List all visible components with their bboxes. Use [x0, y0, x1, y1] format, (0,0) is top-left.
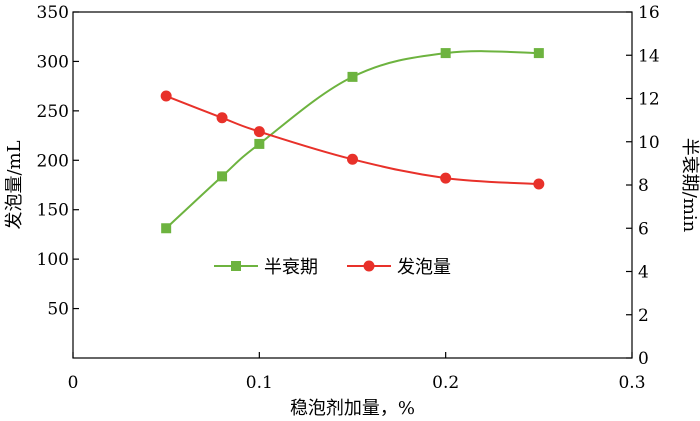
y-right-tick-label-2: 4 [638, 263, 649, 283]
series-0-point-2 [254, 138, 265, 149]
x-tick-label-3: 0.3 [618, 373, 645, 393]
series-0-point-1 [217, 171, 228, 182]
series-1-point-2 [253, 126, 265, 138]
y-axis-right-title: 半衰期/min [679, 138, 700, 233]
y-right-tick-label-7: 14 [638, 46, 660, 66]
series-0-point-5 [533, 48, 544, 59]
series-1-point-3 [347, 153, 358, 165]
legend-marker-0 [231, 261, 241, 271]
y-left-tick-label-5: 300 [37, 52, 69, 72]
y-left-tick-label-6: 350 [37, 3, 69, 23]
y-right-tick-label-3: 6 [638, 219, 649, 239]
series-1-point-4 [440, 172, 452, 184]
series-0-point-3 [347, 71, 358, 82]
legend-label-1: 发泡量 [397, 257, 451, 278]
legend-item-1: 发泡量 [347, 257, 451, 278]
series [160, 48, 545, 234]
legend-item-0: 半衰期 [214, 257, 318, 278]
x-tick-label-2: 0.2 [432, 373, 459, 393]
y-right-tick-label-1: 2 [638, 306, 649, 326]
y-left-tick-label-1: 100 [37, 250, 69, 270]
series-0-point-4 [440, 48, 451, 59]
plot-frame [72, 11, 633, 359]
legend: 半衰期 发泡量 [214, 257, 451, 278]
legend-marker-1 [363, 260, 375, 272]
y-right-tick-label-4: 8 [638, 176, 649, 196]
series-line-1 [165, 95, 539, 186]
y-left-tick-label-0: 50 [47, 300, 69, 320]
y-right-tick-label-0: 0 [638, 349, 649, 369]
series-1-point-5 [533, 178, 545, 190]
y-axis-left-title: 发泡量/mL [4, 140, 25, 229]
y-right-tick-label-8: 16 [638, 3, 660, 23]
legend-label-0: 半衰期 [264, 257, 318, 278]
series-0-point-0 [161, 223, 172, 234]
y-left-tick-label-2: 150 [37, 201, 69, 221]
series-0 [161, 48, 544, 234]
y-left-tick-label-4: 250 [37, 102, 69, 122]
x-tick-label-1: 0.1 [246, 373, 273, 393]
series-1 [160, 90, 545, 190]
y-right-tick-label-6: 12 [638, 90, 660, 110]
series-1-point-1 [216, 112, 228, 124]
x-axis-title: 稳泡剂加量，% [290, 398, 415, 419]
axes [72, 11, 633, 359]
y-left-tick-label-3: 200 [37, 151, 69, 171]
series-1-point-0 [160, 90, 172, 102]
x-tick-label-0: 0 [68, 373, 79, 393]
ticks: 0 0.1 0.2 0.3 50 100 150 200 250 300 350 0 2 4 6 8 10 12 1… [37, 3, 660, 393]
y-right-tick-label-5: 10 [638, 133, 660, 153]
